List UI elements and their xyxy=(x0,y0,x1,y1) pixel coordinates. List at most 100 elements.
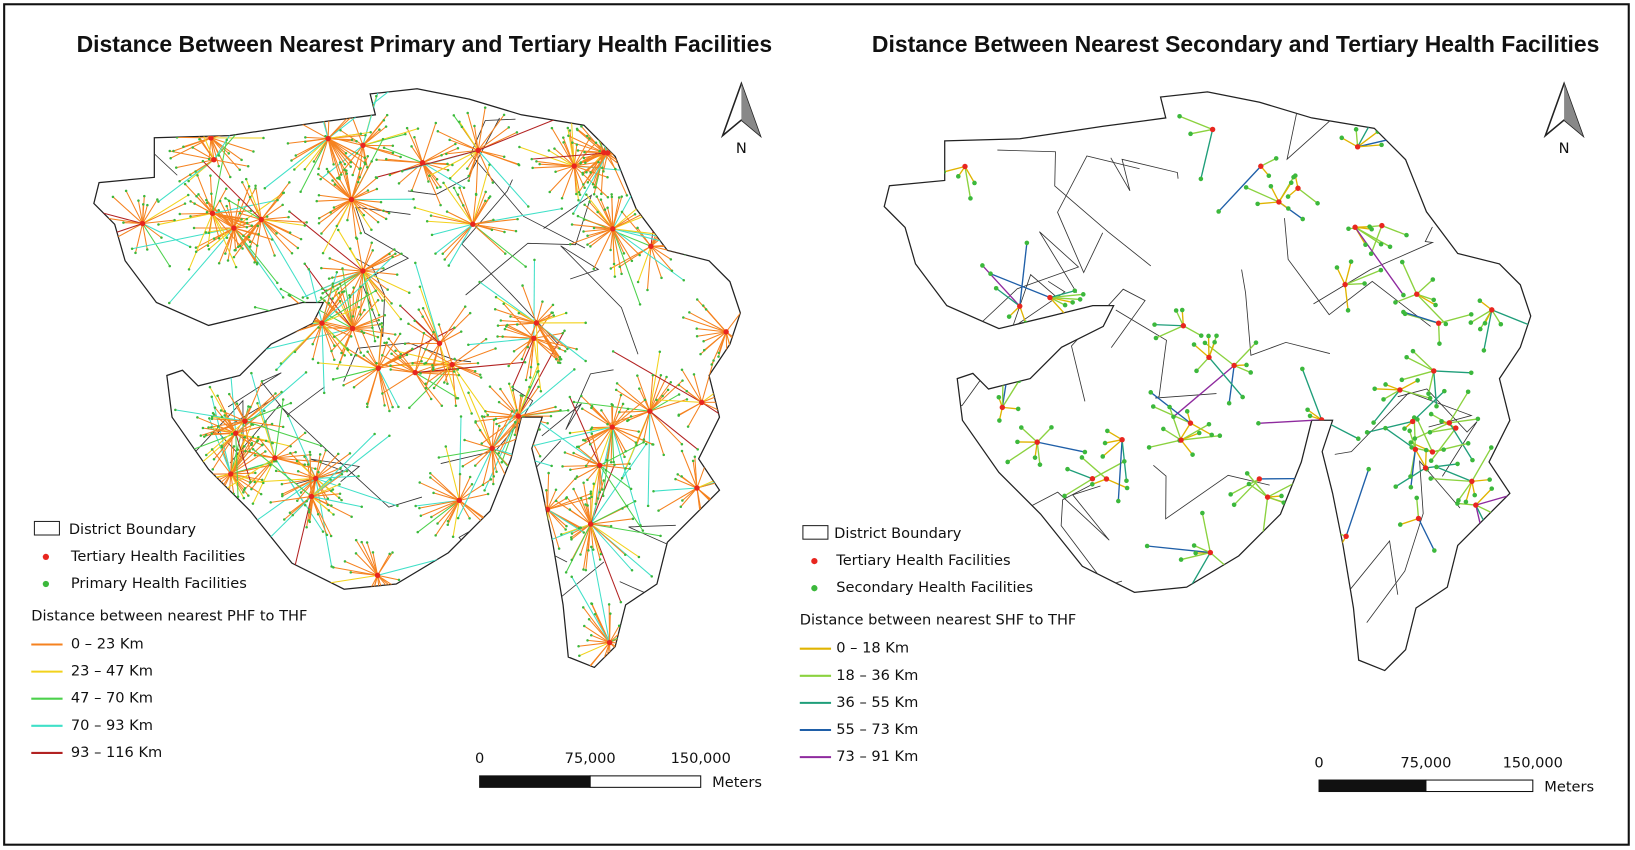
scale-label: 75,000 xyxy=(1400,754,1451,771)
secondary-point xyxy=(381,299,384,302)
facility-link xyxy=(701,360,715,403)
facility-link xyxy=(590,523,612,527)
secondary-point xyxy=(265,215,269,218)
facility-link xyxy=(244,420,322,447)
secondary-point xyxy=(693,455,697,458)
facility-link xyxy=(477,150,494,183)
facility-link xyxy=(170,137,212,159)
facility-link xyxy=(362,242,373,272)
facility-link xyxy=(472,223,517,232)
secondary-point xyxy=(146,248,149,251)
facility-link xyxy=(1471,478,1490,483)
secondary-point xyxy=(440,153,443,157)
secondary-point xyxy=(503,230,506,234)
tertiary-point xyxy=(349,325,356,332)
facility-link xyxy=(627,410,651,422)
facility-link xyxy=(158,159,215,203)
secondary-point xyxy=(282,191,286,195)
secondary-point xyxy=(337,496,341,499)
secondary-point xyxy=(220,445,224,449)
tertiary-point xyxy=(1422,465,1429,471)
facility-link xyxy=(320,144,364,180)
facility-link xyxy=(352,145,364,176)
facility-link xyxy=(327,138,348,174)
tertiary-point xyxy=(231,225,237,231)
secondary-point xyxy=(527,205,530,208)
facility-link xyxy=(585,504,592,525)
facility-link xyxy=(693,374,703,403)
facility-link xyxy=(142,199,158,224)
facility-link xyxy=(377,368,390,412)
tertiary-point xyxy=(1206,354,1212,361)
facility-link xyxy=(1297,187,1319,204)
secondary-point xyxy=(496,335,499,338)
facility-link xyxy=(327,138,358,154)
secondary-point xyxy=(384,217,388,221)
facility-link xyxy=(643,411,651,440)
facility-link xyxy=(519,146,575,167)
secondary-point xyxy=(237,245,240,249)
facility-link xyxy=(1357,144,1382,148)
secondary-point xyxy=(606,176,609,179)
facility-link xyxy=(1117,439,1123,502)
secondary-point xyxy=(1231,502,1237,508)
secondary-point xyxy=(586,243,589,246)
secondary-point xyxy=(620,210,624,214)
secondary-point xyxy=(509,315,512,318)
secondary-point xyxy=(620,272,623,276)
facility-link xyxy=(500,320,537,324)
facility-link xyxy=(377,333,401,369)
secondary-point xyxy=(564,311,568,315)
facility-link xyxy=(362,270,410,294)
secondary-point xyxy=(588,497,591,500)
secondary-point xyxy=(563,350,567,353)
secondary-point xyxy=(677,393,681,396)
district-boundary xyxy=(1284,218,1431,327)
secondary-point xyxy=(201,426,205,430)
secondary-point xyxy=(232,445,236,448)
facility-link xyxy=(1395,293,1418,304)
facility-link xyxy=(425,348,453,366)
secondary-point xyxy=(357,474,360,478)
facility-link xyxy=(351,199,365,216)
secondary-point xyxy=(610,402,613,406)
facility-link xyxy=(1196,356,1210,372)
facility-link xyxy=(1470,309,1493,324)
secondary-point xyxy=(242,234,245,238)
secondary-point xyxy=(576,149,580,152)
facility-link xyxy=(678,401,703,416)
facility-link xyxy=(315,454,321,479)
secondary-point xyxy=(634,441,638,444)
secondary-point xyxy=(391,405,394,409)
secondary-point xyxy=(507,382,511,386)
secondary-point xyxy=(517,163,521,167)
secondary-point xyxy=(584,359,587,363)
facility-link xyxy=(210,193,214,214)
secondary-point xyxy=(363,156,367,160)
secondary-point xyxy=(342,383,345,387)
secondary-point xyxy=(331,285,335,288)
secondary-point xyxy=(201,159,205,163)
facility-link xyxy=(349,270,364,298)
secondary-point xyxy=(660,276,663,280)
secondary-point xyxy=(357,305,361,309)
secondary-point xyxy=(389,364,392,367)
secondary-point xyxy=(424,382,427,385)
secondary-point xyxy=(537,362,540,366)
facility-link xyxy=(1218,165,1262,212)
secondary-point xyxy=(304,371,308,374)
secondary-point xyxy=(345,172,348,175)
facility-link xyxy=(414,262,441,344)
secondary-point xyxy=(561,465,564,468)
secondary-point xyxy=(431,368,435,372)
secondary-point xyxy=(388,409,391,413)
facility-link xyxy=(311,496,328,536)
facility-link xyxy=(1233,478,1260,506)
secondary-point xyxy=(364,133,367,137)
secondary-point xyxy=(338,177,341,181)
secondary-point xyxy=(352,286,355,289)
secondary-point xyxy=(212,237,216,240)
secondary-point xyxy=(156,198,159,201)
secondary-point xyxy=(1423,447,1429,453)
